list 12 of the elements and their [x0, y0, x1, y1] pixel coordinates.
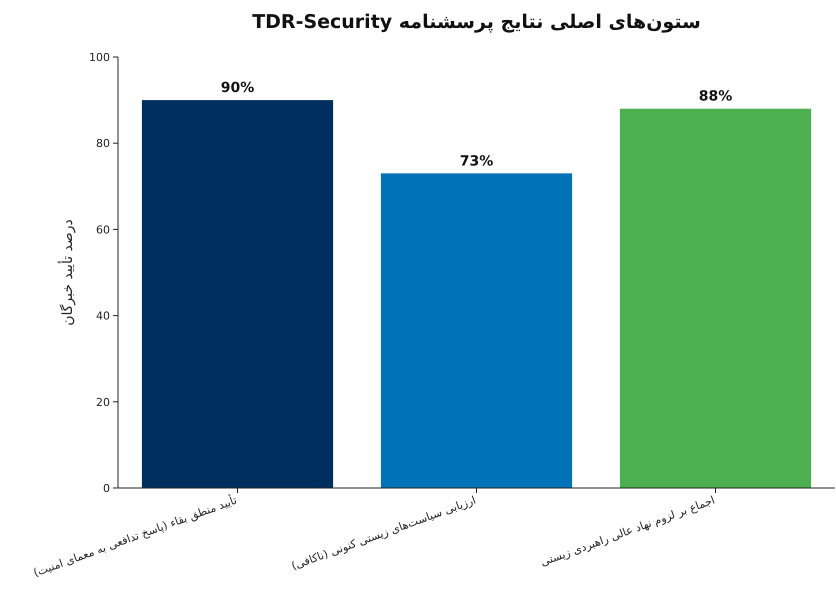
data-label: 88% [698, 88, 732, 105]
y-tick-label: 60 [96, 223, 110, 236]
data-label: 73% [460, 153, 494, 170]
y-tick-label: 40 [96, 310, 110, 323]
y-tick-label: 80 [96, 137, 110, 150]
y-tick-label: 100 [89, 51, 110, 64]
x-tick-label: ارزیابی سیاست‌های زیستی کنونی (ناکافی) [290, 494, 478, 573]
x-tick-label: اجماع بر لزوم نهاد عالی راهبردی زیستی [538, 494, 717, 569]
data-label: 90% [220, 80, 254, 96]
y-tick-label: 20 [96, 396, 110, 409]
y-axis-title: درصد تأیید خبرگان [57, 219, 76, 326]
chart-title: ستون‌های اصلی نتایج پرسشنامه TDR-Security [252, 11, 701, 33]
